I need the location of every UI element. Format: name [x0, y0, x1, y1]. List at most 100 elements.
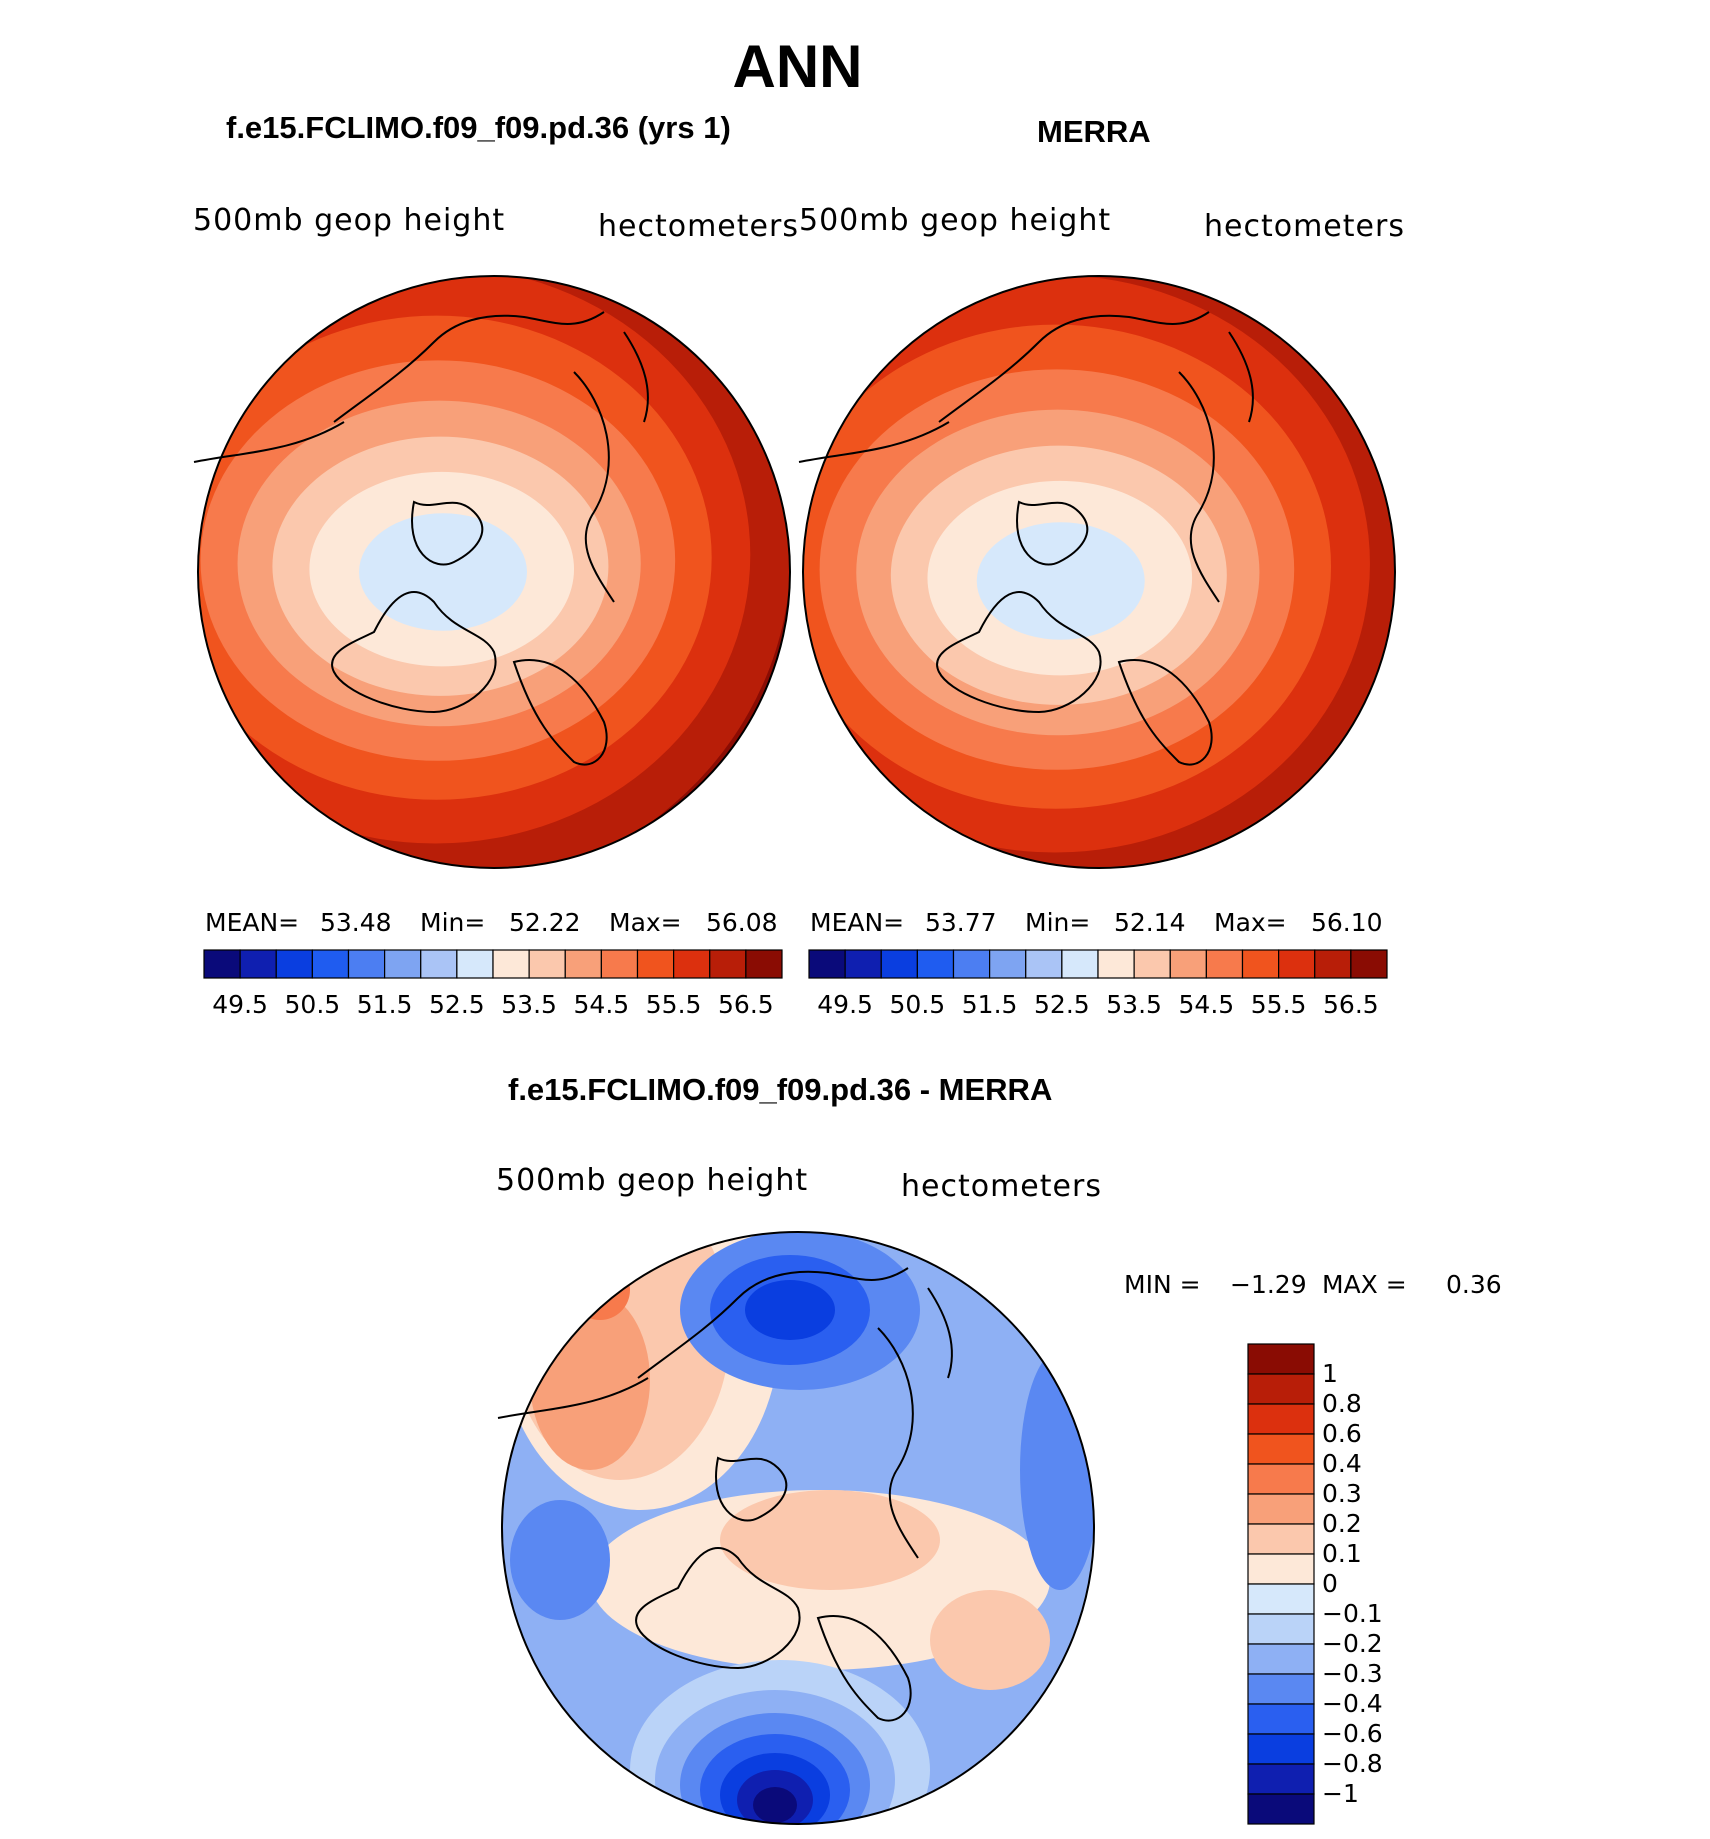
colorbar-box [1169, 949, 1207, 979]
panel2-min-value: 52.14 [1114, 908, 1186, 937]
coastline [715, 1456, 788, 1522]
panel2-map-border [802, 275, 1396, 869]
colorbar-box [673, 949, 711, 979]
difference-title: f.e15.FCLIMO.f09_f09.pd.36 - MERRA [508, 1072, 1053, 1107]
colorbar-box [989, 949, 1027, 979]
colorbar-box [384, 949, 422, 979]
colorbar-box [492, 949, 530, 979]
colorbar-box [1247, 1373, 1315, 1405]
colorbar-box [636, 949, 675, 979]
colorbar-tick-label: 0.1 [1322, 1539, 1362, 1568]
colorbar-box [1247, 1403, 1315, 1435]
colorbar-tick-label: 0 [1322, 1569, 1338, 1598]
colorbar-tick-label: 1 [1322, 1359, 1338, 1388]
anomaly-region [510, 1500, 610, 1620]
colorbar-tick-label: 0.8 [1322, 1389, 1362, 1418]
coastline-group [193, 311, 649, 766]
anomaly-region [720, 1490, 940, 1590]
coastline [333, 311, 605, 423]
colorbar-box [1205, 949, 1244, 979]
colorbar-box [1247, 1583, 1315, 1615]
anomaly-region [753, 1787, 797, 1823]
figure-title: ANN [732, 33, 863, 100]
colorbar-tick-label: 0.6 [1322, 1419, 1362, 1448]
colorbar-box [1247, 1793, 1315, 1825]
colorbar-tick-label: 56.5 [1323, 990, 1379, 1019]
colorbar-tick-label: 50.5 [889, 990, 946, 1019]
colorbar-box [1247, 1613, 1315, 1645]
anomaly-region [930, 1590, 1050, 1690]
panel3-min-label: MIN = [1124, 1270, 1201, 1299]
colorbar-tick-label: 54.5 [573, 990, 630, 1019]
colorbar-box [1247, 1463, 1315, 1495]
panel1-min-label: Min= [420, 908, 486, 937]
colorbar-tick-label: 51.5 [356, 990, 413, 1019]
panel2-variable-label: 500mb geop height [799, 203, 1112, 238]
coastline [193, 421, 345, 463]
panel1-units-label: hectometers [598, 209, 799, 244]
colorbar-tick-label: 51.5 [961, 990, 1018, 1019]
colorbar-box [1247, 1643, 1315, 1675]
colorbar-box [1247, 1553, 1315, 1585]
coastline-group [798, 311, 1254, 766]
colorbar-tick-label: 0.3 [1322, 1479, 1362, 1508]
colorbar-tick-label: 53.5 [501, 990, 557, 1019]
colorbar-box [1133, 949, 1171, 979]
contour-band [359, 513, 527, 631]
colorbar-box [564, 949, 602, 979]
colorbar-tick-label: −0.8 [1322, 1749, 1383, 1778]
coastline [331, 591, 497, 714]
contour-band [976, 522, 1145, 640]
colorbar-box [1241, 949, 1280, 979]
panel2-mean-value: 53.77 [925, 908, 997, 937]
coastline [936, 591, 1102, 714]
panel1-max-value: 56.08 [706, 908, 778, 937]
colorbar-box [1247, 1343, 1315, 1375]
coastline [637, 1267, 909, 1379]
colorbar-tick-label: 52.5 [1034, 990, 1090, 1019]
coastline [1228, 331, 1254, 423]
coastline [816, 1615, 912, 1722]
panel2-mean-label: MEAN= [810, 908, 905, 937]
panel1-mean-value: 53.48 [320, 908, 392, 937]
colorbar-box [239, 949, 277, 979]
coastline [1117, 659, 1213, 766]
colorbar-tick-label: 0.2 [1322, 1509, 1362, 1538]
panel1-map [198, 276, 790, 868]
panel3-min-value: −1.29 [1230, 1270, 1307, 1299]
colorbar-tick-label: 53.5 [1106, 990, 1162, 1019]
colorbar-box [1247, 1433, 1315, 1465]
coastlines [193, 311, 1254, 1722]
colorbar-box [1247, 1673, 1315, 1705]
colorbar-tick-label: −0.1 [1322, 1599, 1383, 1628]
colorbar-box [1247, 1523, 1315, 1555]
panel2-max-value: 56.10 [1311, 908, 1383, 937]
coastline [938, 311, 1210, 423]
panel2-max-label: Max= [1214, 908, 1287, 937]
panel1-mean-label: MEAN= [205, 908, 300, 937]
colorbar-box [1025, 949, 1063, 979]
colorbar-box [709, 949, 747, 979]
panel3-map-border [501, 1231, 1095, 1825]
panel1-variable-label: 500mb geop height [193, 203, 506, 238]
panel1-min-value: 52.22 [509, 908, 581, 937]
colorbar-box [1247, 1703, 1315, 1735]
panel3-max-value: 0.36 [1446, 1270, 1502, 1299]
colorbar-box [1247, 1493, 1315, 1525]
coastline [798, 421, 950, 463]
colorbar-box [844, 949, 882, 979]
colorbar-tick-label: 49.5 [817, 990, 873, 1019]
panel2-case-title: MERRA [1037, 114, 1151, 149]
colorbar-box [420, 949, 458, 979]
colorbar-tick-label: −0.2 [1322, 1629, 1383, 1658]
panel2-map [803, 276, 1395, 868]
panel1-map-border [197, 275, 791, 869]
coastline [877, 1327, 919, 1559]
colorbar-box [311, 949, 350, 979]
panel2-min-label: Min= [1025, 908, 1091, 937]
colorbar-tick-label: 50.5 [284, 990, 341, 1019]
coastline [512, 659, 608, 766]
coastline [411, 500, 484, 566]
colorbar-box [1097, 949, 1135, 979]
